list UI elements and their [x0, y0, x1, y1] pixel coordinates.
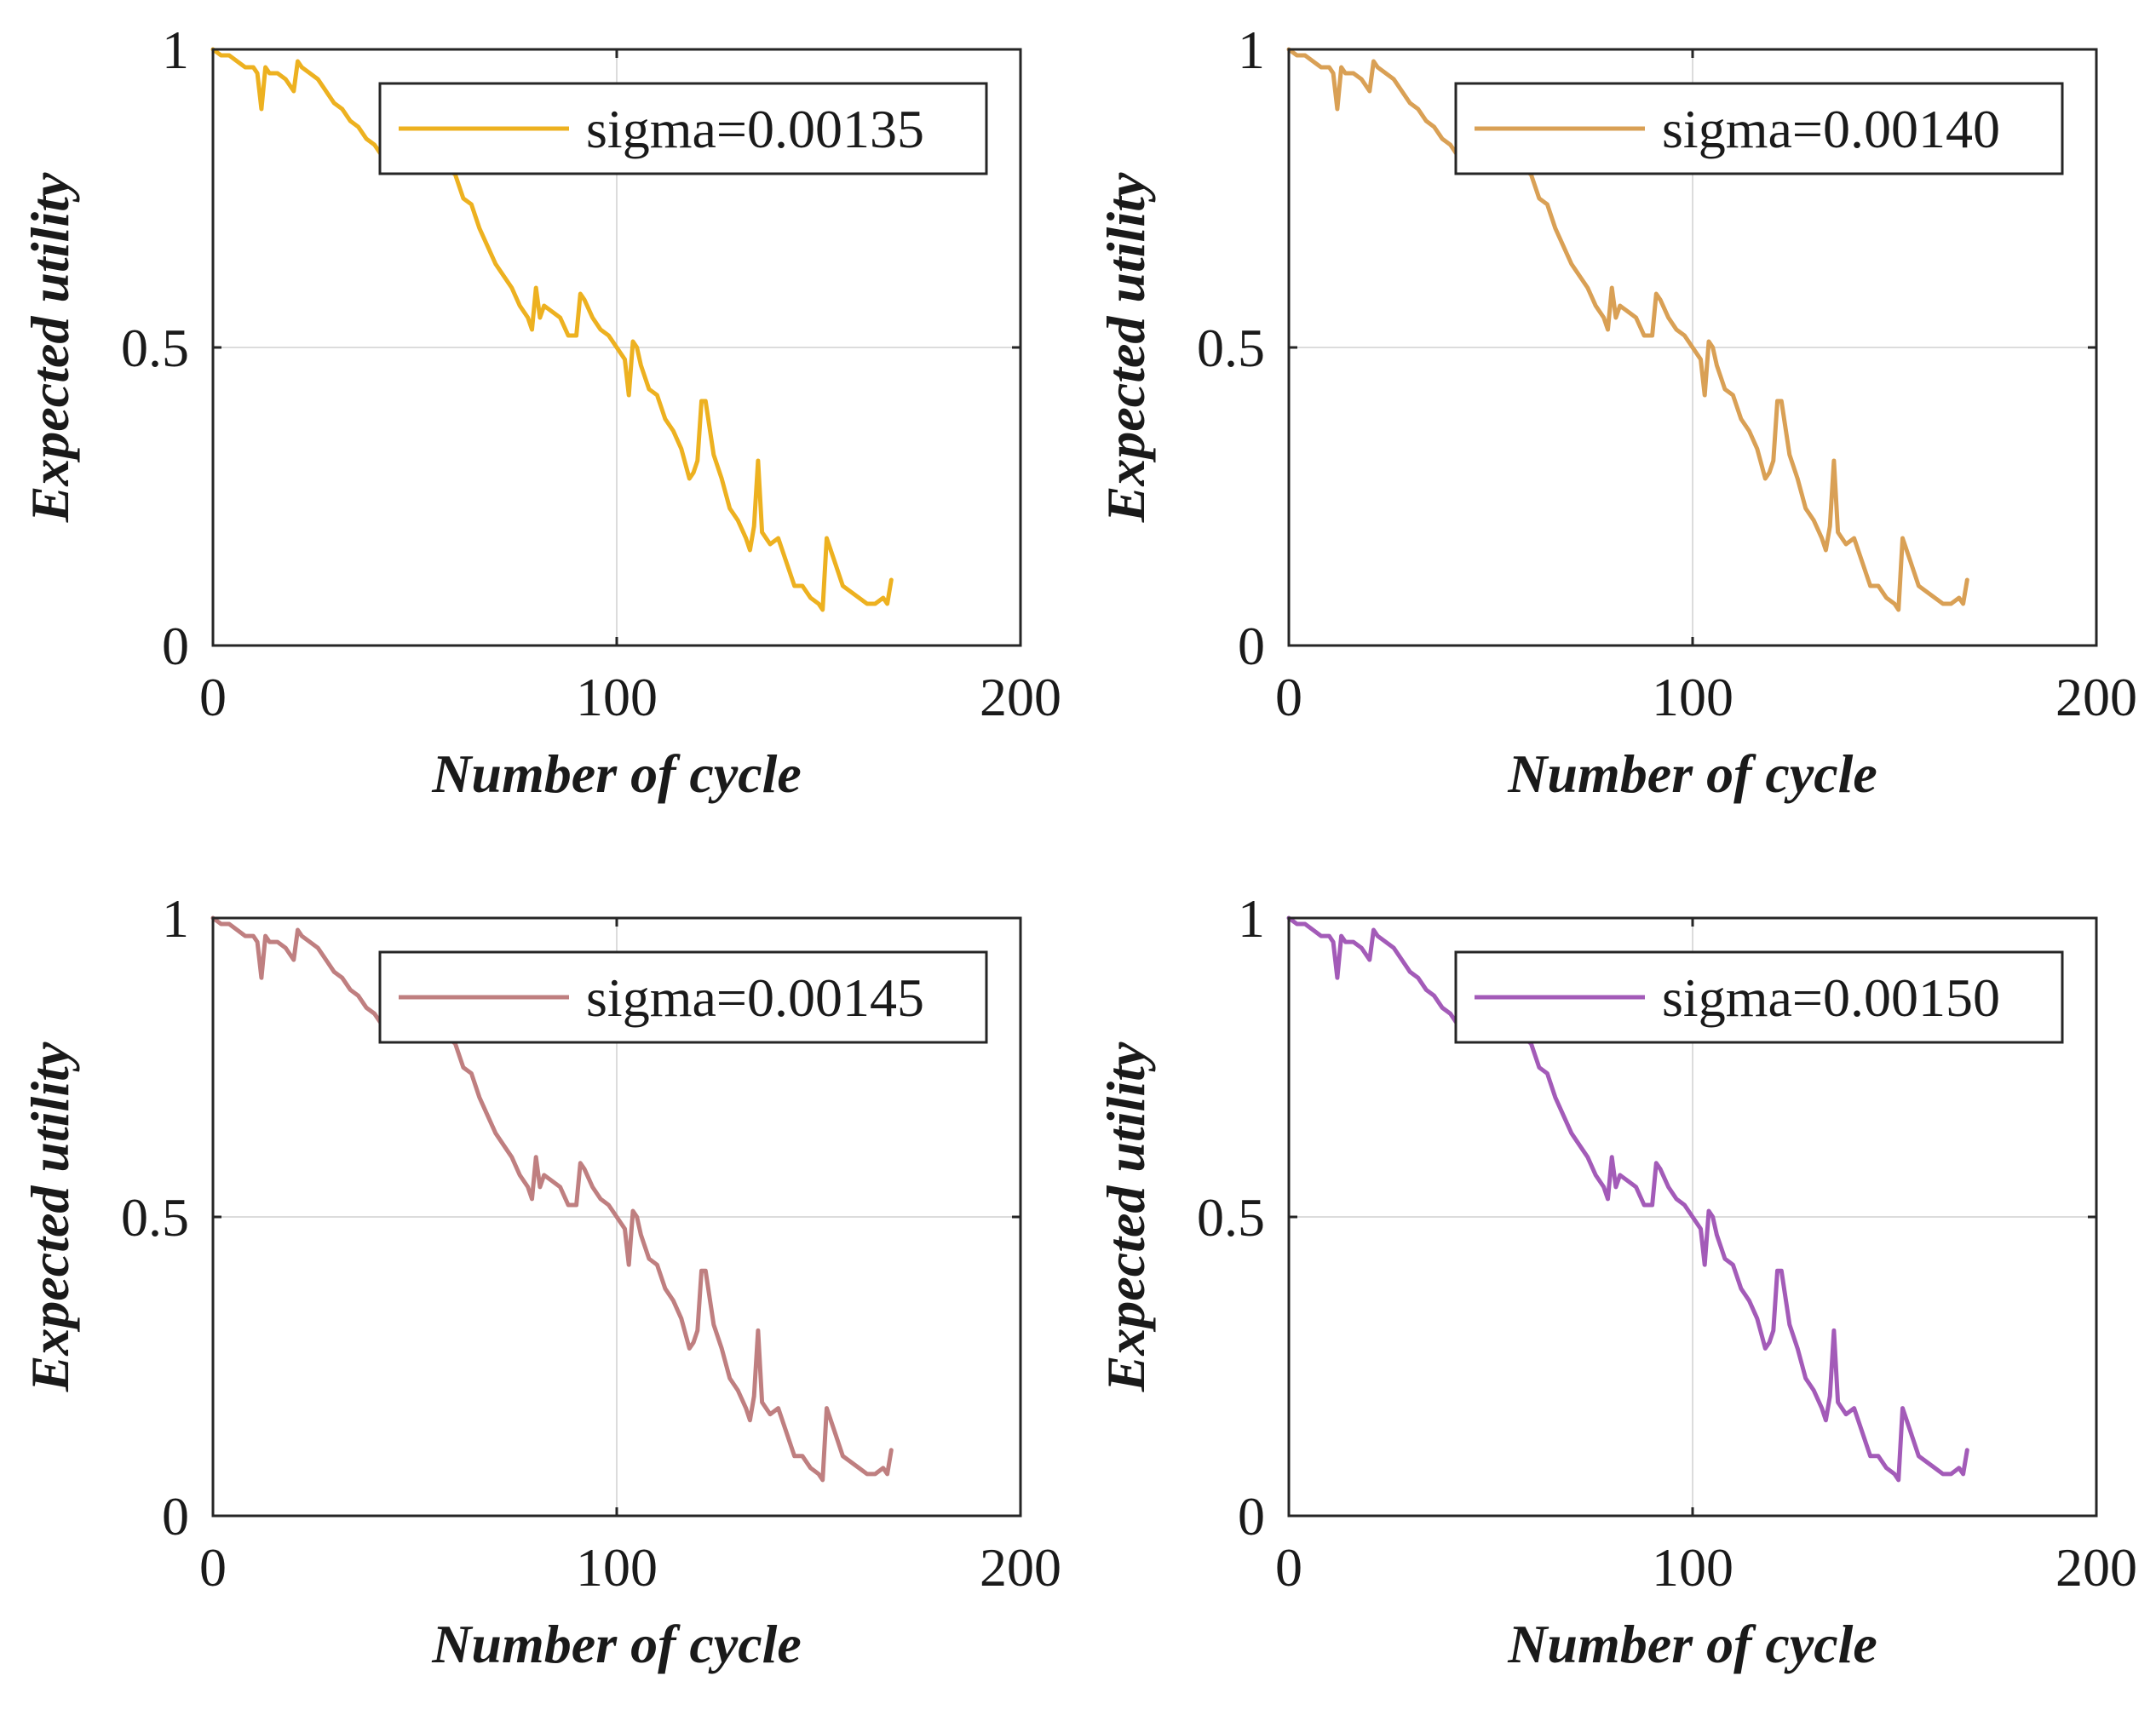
chart-3-x-tick-label: 200: [980, 1537, 1061, 1598]
chart-3-x-tick-label: 0: [199, 1537, 227, 1598]
chart-3-y-tick-label: 0.5: [121, 1187, 189, 1248]
chart-3-x-tick-label: 100: [576, 1537, 658, 1598]
chart-2-y-tick-label: 1: [1238, 20, 1265, 80]
chart-1-y-axis-label: Expected utility: [20, 172, 80, 523]
chart-4-y-tick-label: 0: [1238, 1486, 1265, 1546]
chart-1-legend-label: sigma=0.00135: [586, 99, 924, 159]
chart-4-y-tick-label: 1: [1238, 888, 1265, 949]
chart-3-legend-label: sigma=0.00145: [586, 967, 924, 1028]
chart-3-y-axis-label: Expected utility: [20, 1041, 80, 1392]
chart-2-x-tick-label: 200: [2055, 667, 2137, 727]
chart-panel-2: 0 100 200 0 0.5 1 Number of cycle Expected util…: [1095, 20, 2137, 804]
chart-1-x-tick-label: 200: [980, 667, 1061, 727]
chart-3-y-tick-label: 0: [162, 1486, 189, 1546]
chart-1-y-tick-label: 0.5: [121, 318, 189, 378]
chart-1-y-tick-label: 1: [162, 20, 189, 80]
chart-3-y-tick-label: 1: [162, 888, 189, 949]
chart-4-legend-label: sigma=0.00150: [1662, 967, 2000, 1028]
chart-2-y-axis-label: Expected utility: [1095, 172, 1156, 523]
chart-2-series-line: [1286, 47, 1969, 612]
chart-2-x-tick-label: 100: [1652, 667, 1733, 727]
chart-1-y-tick-label: 0: [162, 616, 189, 676]
chart-1-series-line: [210, 47, 894, 612]
chart-4-x-tick-label: 100: [1652, 1537, 1733, 1598]
chart-2-y-tick-label: 0.5: [1197, 318, 1265, 378]
chart-3-x-axis-label: Number of cycle: [431, 1614, 802, 1674]
chart-4-series-line: [1286, 915, 1969, 1483]
chart-4-y-tick-label: 0.5: [1197, 1187, 1265, 1248]
chart-4-y-axis-label: Expected utility: [1095, 1041, 1156, 1392]
chart-2-x-axis-label: Number of cycle: [1507, 743, 1877, 804]
chart-2-legend-label: sigma=0.00140: [1662, 99, 2000, 159]
chart-4-x-tick-label: 200: [2055, 1537, 2137, 1598]
chart-3-series-line: [210, 915, 894, 1483]
chart-4-x-tick-label: 0: [1275, 1537, 1302, 1598]
chart-panel-4: 0 100 200 0 0.5 1 Number of cycle Expected util…: [1095, 888, 2137, 1674]
chart-1-x-tick-label: 0: [199, 667, 227, 727]
chart-1-x-tick-label: 100: [576, 667, 658, 727]
chart-1-x-axis-label: Number of cycle: [431, 743, 802, 804]
chart-4-x-axis-label: Number of cycle: [1507, 1614, 1877, 1674]
chart-2-x-tick-label: 0: [1275, 667, 1302, 727]
chart-2-y-tick-label: 0: [1238, 616, 1265, 676]
chart-panel-1: 0 100 200 0 0.5 1 Number of cycle Expected util…: [20, 20, 1061, 804]
chart-panel-3: 0 100 200 0 0.5 1 Number of cycle Expected util…: [20, 888, 1061, 1674]
